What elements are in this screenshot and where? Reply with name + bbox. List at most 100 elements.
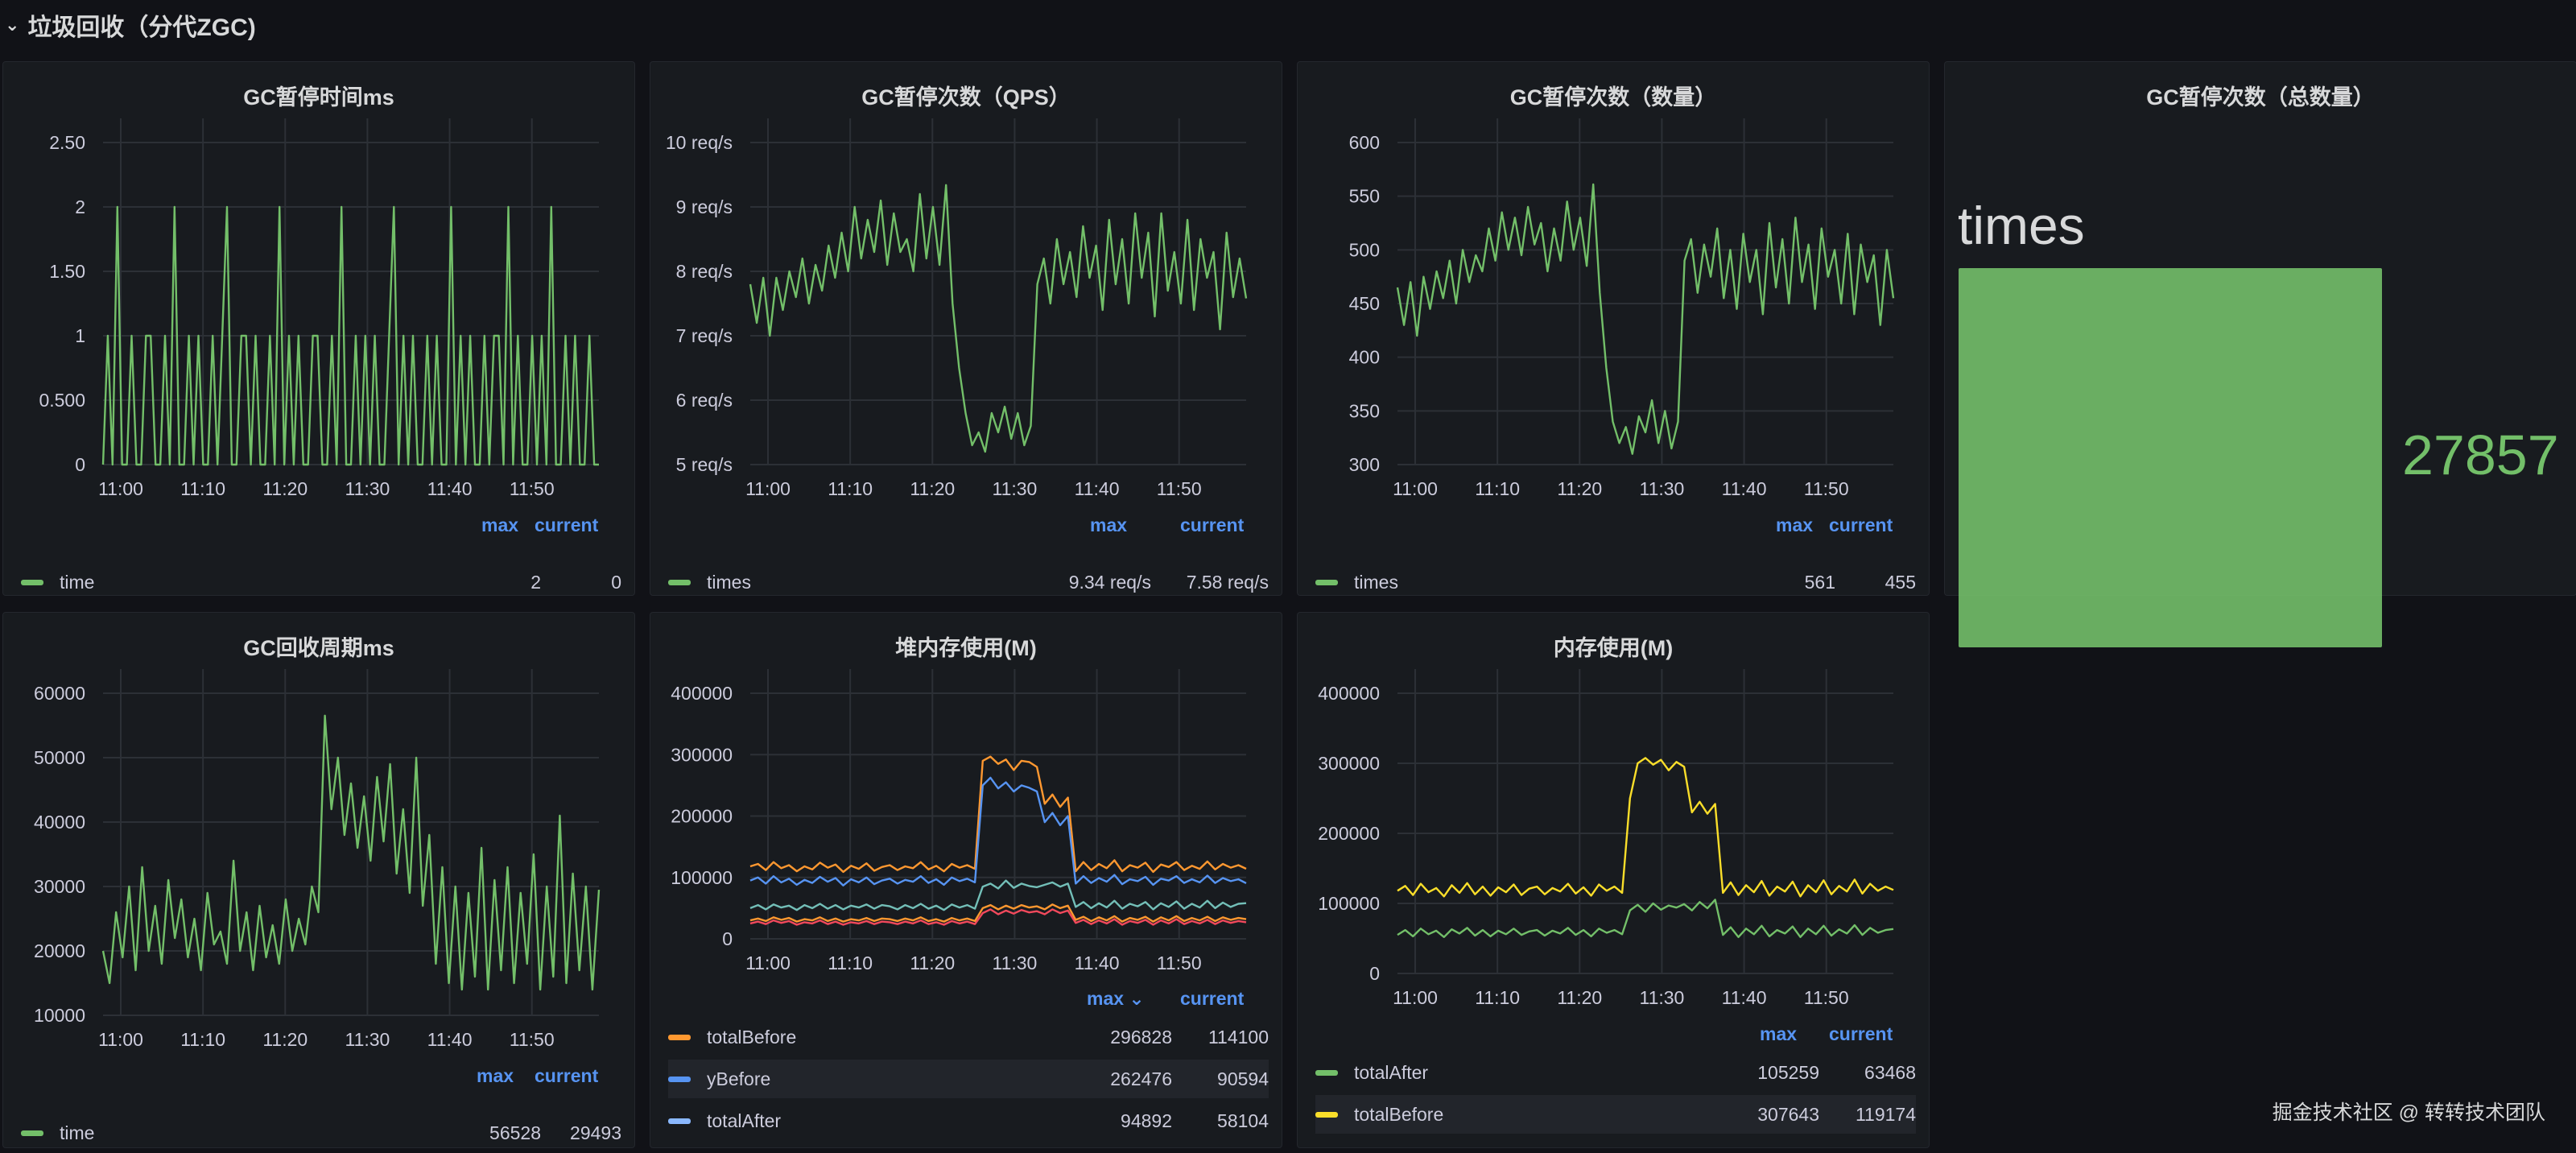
legend-row[interactable]: totalBefore 296828 114100 bbox=[668, 1018, 1269, 1056]
legend-series-name: time bbox=[60, 1122, 95, 1143]
legend-current: 0 bbox=[611, 571, 621, 593]
y-tick-label: 300000 bbox=[671, 744, 733, 765]
x-tick-label: 11:50 bbox=[1804, 987, 1849, 1008]
y-tick-label: 0 bbox=[75, 454, 85, 475]
x-tick-label: 11:20 bbox=[262, 1029, 308, 1050]
legend-max: 94892 bbox=[1121, 1110, 1172, 1131]
legend-header-max[interactable]: max bbox=[477, 1065, 514, 1086]
panel-title: GC暂停时间ms bbox=[243, 85, 394, 110]
legend-max: 9.34 req/s bbox=[1068, 571, 1151, 593]
y-tick-label: 300 bbox=[1349, 454, 1380, 475]
panel-gc-pause-total[interactable]: GC暂停次数（总数量） times 27857 bbox=[1944, 61, 2576, 647]
x-tick-label: 11:50 bbox=[510, 1029, 555, 1050]
legend-header-current[interactable]: current bbox=[1829, 1023, 1893, 1044]
panel-memory-usage[interactable]: 内存使用(M) 0 100000 200000 300000 400000 11:00 11… bbox=[1297, 612, 1930, 1148]
legend-series-name: totalAfter bbox=[1354, 1061, 1429, 1083]
chart-heap-memory: 0 100000 200000 300000 400000 11:00 11:10 11:20… bbox=[671, 669, 1247, 973]
x-tick-label: 11:30 bbox=[992, 953, 1037, 973]
legend-current: 455 bbox=[1885, 571, 1916, 593]
legend-header-current[interactable]: current bbox=[1180, 988, 1245, 1009]
legend-header-max-sorted[interactable]: max ⌄ bbox=[1087, 988, 1145, 1009]
y-tick-label: 400 bbox=[1349, 347, 1380, 368]
series-swatch bbox=[21, 1130, 43, 1136]
y-tick-label: 5 req/s bbox=[676, 454, 733, 475]
stat-label: times bbox=[1958, 196, 2085, 255]
series-swatch bbox=[21, 579, 43, 585]
legend-row[interactable]: totalAfter 94892 58104 bbox=[668, 1101, 1269, 1140]
legend-row[interactable]: times 9.34 req/s 7.58 req/s bbox=[668, 563, 1269, 601]
y-tick-label: 0 bbox=[1369, 963, 1380, 984]
legend-row[interactable]: yBefore 262476 90594 bbox=[668, 1060, 1269, 1098]
row-header[interactable]: ⌄ 垃圾回收（分代ZGC) bbox=[5, 0, 256, 50]
legend-max: 262476 bbox=[1110, 1068, 1172, 1089]
legend-header-max[interactable]: max bbox=[481, 515, 519, 535]
x-tick-label: 11:20 bbox=[910, 478, 955, 499]
legend-series-name: totalAfter bbox=[707, 1110, 782, 1131]
legend-row[interactable]: times 561 455 bbox=[1315, 563, 1916, 601]
x-tick-label: 11:00 bbox=[98, 1029, 143, 1050]
legend-current: 119174 bbox=[1855, 1103, 1916, 1125]
x-tick-label: 11:50 bbox=[1157, 478, 1202, 499]
legend-max: 296828 bbox=[1110, 1026, 1172, 1048]
x-tick-label: 11:20 bbox=[910, 953, 955, 973]
legend-header-max[interactable]: max bbox=[1090, 515, 1128, 535]
legend-row[interactable]: totalAfter 105259 63468 bbox=[1315, 1053, 1916, 1092]
legend-current: 63468 bbox=[1864, 1061, 1916, 1083]
x-tick-label: 11:00 bbox=[745, 953, 791, 973]
legend-header-current[interactable]: current bbox=[535, 515, 599, 535]
y-tick-label: 450 bbox=[1349, 293, 1380, 314]
x-tick-label: 11:20 bbox=[1557, 987, 1602, 1008]
series-swatch bbox=[668, 1076, 691, 1082]
legend-current: 29493 bbox=[570, 1122, 621, 1143]
x-tick-label: 11:50 bbox=[1804, 478, 1849, 499]
y-tick-label: 0.500 bbox=[39, 390, 85, 411]
panel-gc-pause-qps[interactable]: GC暂停次数（QPS） 5 req/s 6 req/s 7 req/s 8 req/s… bbox=[650, 61, 1282, 596]
legend-header-current[interactable]: current bbox=[1180, 515, 1245, 535]
y-tick-label: 7 req/s bbox=[676, 325, 733, 346]
legend-header-current[interactable]: current bbox=[1829, 515, 1893, 535]
y-tick-label: 50000 bbox=[34, 747, 85, 768]
x-tick-label: 11:50 bbox=[510, 478, 555, 499]
y-tick-label: 300000 bbox=[1318, 753, 1380, 774]
chart-gc-pause-qps: 5 req/s 6 req/s 7 req/s 8 req/s 9 req/s 10 re… bbox=[666, 118, 1248, 499]
x-tick-label: 11:10 bbox=[180, 478, 225, 499]
y-tick-label: 60000 bbox=[34, 683, 85, 704]
row-title: 垃圾回收（分代ZGC) bbox=[27, 14, 256, 41]
panel-heap-memory[interactable]: 堆内存使用(M) 0 100000 200000 300000 400000 11:00 1… bbox=[650, 612, 1282, 1148]
panel-gc-cycle[interactable]: GC回收周期ms 10000 20000 30000 40000 50000 60000 1… bbox=[2, 612, 635, 1148]
y-tick-label: 600 bbox=[1349, 132, 1380, 153]
panel-gc-pause-count[interactable]: GC暂停次数（数量） 300 350 400 450 500 550 600 11:00 11:… bbox=[1297, 61, 1930, 596]
x-tick-label: 11:30 bbox=[992, 478, 1037, 499]
series-line-s5 bbox=[749, 903, 1247, 923]
y-tick-label: 400000 bbox=[1318, 683, 1380, 704]
y-tick-label: 8 req/s bbox=[676, 261, 733, 282]
y-tick-label: 550 bbox=[1349, 186, 1380, 207]
x-tick-label: 11:40 bbox=[1722, 987, 1767, 1008]
x-tick-label: 11:10 bbox=[828, 478, 873, 499]
watermark: 掘金技术社区 @ 转转技术团队 bbox=[2272, 1101, 2545, 1124]
panel-gc-pause-time[interactable]: GC暂停时间ms 0 0.500 1 1.50 2 2.50 11:00 11:10 11:20… bbox=[2, 61, 635, 596]
legend-header-max[interactable]: max bbox=[1760, 1023, 1798, 1044]
x-tick-label: 11:20 bbox=[262, 478, 308, 499]
stat-bar bbox=[1959, 268, 2382, 647]
x-tick-label: 11:50 bbox=[1157, 953, 1202, 973]
legend-header-current[interactable]: current bbox=[535, 1065, 599, 1086]
legend-row[interactable]: time 2 0 bbox=[21, 563, 621, 601]
y-tick-label: 30000 bbox=[34, 876, 85, 897]
y-tick-label: 0 bbox=[722, 928, 733, 949]
x-tick-label: 11:30 bbox=[1639, 987, 1684, 1008]
y-tick-label: 40000 bbox=[34, 812, 85, 833]
legend-max: 105259 bbox=[1757, 1061, 1819, 1083]
chart-gc-pause-time: 0 0.500 1 1.50 2 2.50 11:00 11:10 11:20 11:30 11:4… bbox=[39, 118, 599, 499]
y-tick-label: 2 bbox=[75, 196, 85, 217]
x-tick-label: 11:40 bbox=[427, 478, 473, 499]
legend-header-max[interactable]: max bbox=[1776, 515, 1814, 535]
series-line-totalAfter bbox=[749, 879, 1247, 911]
x-tick-label: 11:40 bbox=[427, 1029, 473, 1050]
y-tick-label: 350 bbox=[1349, 400, 1380, 421]
panel-title: 堆内存使用(M) bbox=[895, 636, 1037, 660]
y-tick-label: 6 req/s bbox=[676, 390, 733, 411]
chevron-down-icon[interactable]: ⌄ bbox=[5, 14, 20, 35]
legend-row[interactable]: totalBefore 307643 119174 bbox=[1315, 1095, 1916, 1134]
legend-row[interactable]: time 56528 29493 bbox=[21, 1114, 621, 1152]
